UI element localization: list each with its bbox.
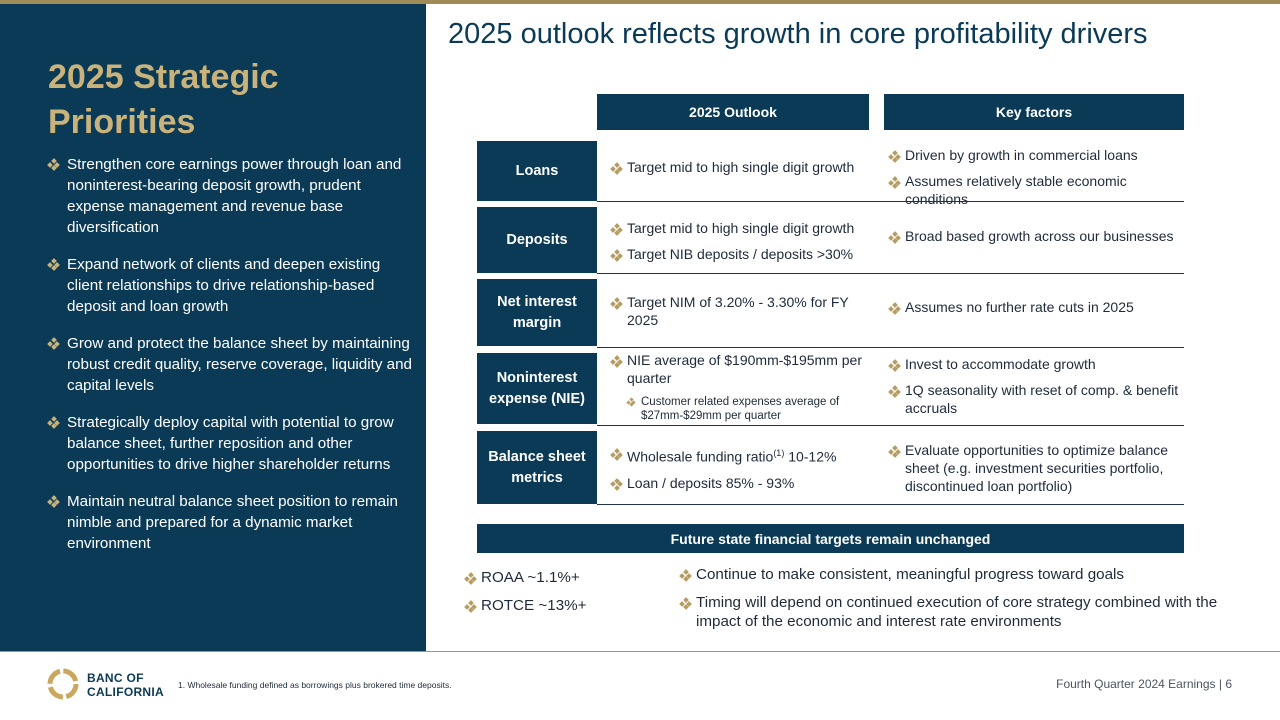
priority-item: Strategically deploy capital with potent… xyxy=(47,412,413,475)
diamond-bullet-icon xyxy=(47,337,60,350)
diamond-bullet-icon xyxy=(47,258,60,271)
diamond-bullet-icon xyxy=(464,572,477,585)
list-item: Timing will depend on continued executio… xyxy=(679,593,1240,631)
list-item: ROAA ~1.1%+ xyxy=(464,568,655,587)
diamond-bullet-icon xyxy=(679,569,692,582)
row-divider xyxy=(597,504,1184,505)
balance-sheet-factors-list: Evaluate opportunities to optimize balan… xyxy=(888,441,1189,503)
priorities-list: Strengthen core earnings power through l… xyxy=(47,154,413,570)
list-item: Target mid to high single digit growth xyxy=(610,158,873,176)
list-item: Target mid to high single digit growth xyxy=(610,219,873,237)
deposits-outlook-list: Target mid to high single digit growth T… xyxy=(610,219,873,271)
diamond-bullet-icon xyxy=(464,600,477,613)
key-factors-column-header: Key factors xyxy=(884,94,1184,130)
list-item: ROTCE ~13%+ xyxy=(464,596,655,615)
list-item: Broad based growth across our businesses xyxy=(888,227,1189,245)
slide-title: 2025 outlook reflects growth in core pro… xyxy=(448,18,1148,50)
future-targets-header: Future state financial targets remain un… xyxy=(477,524,1184,553)
list-item: Loan / deposits 85% - 93% xyxy=(610,474,873,492)
diamond-bullet-icon xyxy=(888,176,901,189)
diamond-bullet-icon xyxy=(888,445,901,458)
diamond-bullet-icon xyxy=(888,302,901,315)
diamond-bullet-icon xyxy=(47,416,60,429)
list-item: Assumes no further rate cuts in 2025 xyxy=(888,298,1189,316)
priority-item: Strengthen core earnings power through l… xyxy=(47,154,413,238)
brand-name: BANC OF CALIFORNIA xyxy=(87,671,164,699)
diamond-bullet-icon xyxy=(626,397,636,407)
diamond-bullet-icon xyxy=(610,355,623,368)
outlook-column-header: 2025 Outlook xyxy=(597,94,869,130)
diamond-bullet-icon xyxy=(888,359,901,372)
diamond-bullet-icon xyxy=(610,249,623,262)
top-accent-bar xyxy=(0,0,1280,4)
nim-factors-list: Assumes no further rate cuts in 2025 xyxy=(888,298,1189,324)
list-item: Continue to make consistent, meaningful … xyxy=(679,565,1240,584)
row-label-net-interest-margin: Net interest margin xyxy=(477,279,597,346)
row-divider xyxy=(597,273,1184,274)
list-item: Wholesale funding ratio(1) 10-12% xyxy=(610,444,873,466)
banc-of-california-logo-icon xyxy=(47,668,79,700)
row-divider xyxy=(597,347,1184,348)
diamond-bullet-icon xyxy=(610,477,623,491)
diamond-bullet-icon xyxy=(47,495,60,508)
sub-list-item: Customer related expenses average of $27… xyxy=(611,395,881,423)
list-item: Invest to accommodate growth xyxy=(888,355,1199,373)
loans-factors-list: Driven by growth in commercial loans Ass… xyxy=(888,146,1189,216)
diamond-bullet-icon xyxy=(679,597,692,610)
row-label-loans: Loans xyxy=(477,141,597,201)
diamond-bullet-icon xyxy=(888,385,901,398)
diamond-bullet-icon xyxy=(888,231,901,244)
nie-outlook-list: NIE average of $190mm-$195mm per quarter… xyxy=(610,351,881,431)
nie-factors-list: Invest to accommodate growth 1Q seasonal… xyxy=(888,355,1199,425)
row-label-balance-sheet-metrics: Balance sheet metrics xyxy=(477,431,597,504)
future-targets-list: ROAA ~1.1%+ ROTCE ~13%+ xyxy=(464,568,655,624)
diamond-bullet-icon xyxy=(47,158,60,171)
diamond-bullet-icon xyxy=(610,448,623,461)
list-item: Evaluate opportunities to optimize balan… xyxy=(888,441,1189,495)
list-item: Driven by growth in commercial loans xyxy=(888,146,1189,164)
row-divider xyxy=(597,201,1184,202)
list-item: NIE average of $190mm-$195mm per quarter xyxy=(610,351,881,387)
list-item: 1Q seasonality with reset of comp. & ben… xyxy=(888,381,1199,417)
diamond-bullet-icon xyxy=(610,223,623,236)
footer-divider xyxy=(0,651,1280,652)
priority-item: Grow and protect the balance sheet by ma… xyxy=(47,333,413,396)
list-item: Assumes relatively stable economic condi… xyxy=(888,172,1189,208)
list-item: Target NIB deposits / deposits >30% xyxy=(610,245,873,263)
nim-outlook-list: Target NIM of 3.20% - 3.30% for FY 2025 xyxy=(610,293,861,337)
report-page-label: Fourth Quarter 2024 Earnings | 6 xyxy=(1056,677,1232,691)
deposits-factors-list: Broad based growth across our businesses xyxy=(888,227,1189,253)
diamond-bullet-icon xyxy=(610,297,623,310)
priorities-title: 2025 Strategic Priorities xyxy=(48,58,279,141)
balance-sheet-outlook-list: Wholesale funding ratio(1) 10-12% Loan /… xyxy=(610,444,873,500)
diamond-bullet-icon xyxy=(888,150,901,163)
footnote: 1. Wholesale funding defined as borrowin… xyxy=(178,680,452,690)
row-label-deposits: Deposits xyxy=(477,207,597,273)
priority-item: Maintain neutral balance sheet position … xyxy=(47,491,413,554)
loans-outlook-list: Target mid to high single digit growth xyxy=(610,158,873,184)
diamond-bullet-icon xyxy=(610,162,623,175)
future-notes-list: Continue to make consistent, meaningful … xyxy=(679,565,1240,640)
list-item: Target NIM of 3.20% - 3.30% for FY 2025 xyxy=(610,293,861,329)
strategic-priorities-panel: 2025 Strategic Priorities Strengthen cor… xyxy=(0,4,426,651)
priority-item: Expand network of clients and deepen exi… xyxy=(47,254,413,317)
row-divider xyxy=(597,425,1184,426)
row-label-noninterest-expense: Noninterest expense (NIE) xyxy=(477,353,597,424)
